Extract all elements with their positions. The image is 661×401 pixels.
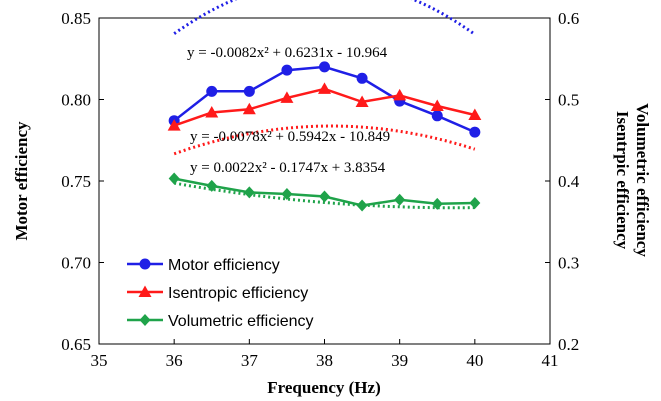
data-point [280, 91, 294, 103]
series-line-1 [173, 87, 476, 127]
y-tick-label: 0.70 [61, 254, 91, 273]
legend-marker [139, 258, 151, 270]
data-point [356, 72, 368, 84]
x-tick-label: 41 [542, 351, 559, 370]
data-point [319, 61, 330, 73]
data-point [318, 82, 331, 94]
legend-label: Volumetric efficiency [168, 313, 314, 330]
y-tick-label: 0.65 [61, 335, 91, 354]
y2-tick-label: 0.6 [558, 9, 579, 28]
x-tick-label: 40 [466, 351, 483, 370]
x-tick-label: 36 [166, 351, 183, 370]
x-tick-label: 39 [391, 351, 408, 370]
data-point [356, 199, 368, 212]
y2-axis-title-line2: Volumetric efficiency [633, 103, 652, 257]
y2-axis-title-line1: Isentrpic efficiency [613, 111, 632, 250]
trendline-equation-0: y = -0.0082x² + 0.6231x - 10.964 [187, 45, 388, 61]
data-point [430, 99, 444, 112]
data-point [355, 95, 369, 107]
y-axis-title: Motor efficiency [12, 121, 31, 241]
y-tick-label: 0.75 [61, 172, 91, 191]
data-point [431, 197, 443, 210]
data-point [468, 108, 482, 120]
data-point [206, 85, 218, 97]
data-point [431, 110, 443, 122]
data-point [394, 193, 406, 206]
data-point [469, 126, 481, 138]
y-tick-label: 0.85 [61, 9, 91, 28]
data-point [393, 88, 407, 101]
data-point [168, 172, 180, 185]
legend-marker [139, 314, 151, 326]
legend-label: Isentropic efficiency [168, 285, 308, 302]
data-point [242, 102, 256, 115]
trendline-equation-2: y = 0.0022x² - 0.1747x + 3.8354 [190, 160, 386, 176]
x-tick-label: 37 [241, 351, 259, 370]
data-point [281, 188, 293, 201]
trendline-equation-1: y = -0.0078x² + 0.5942x - 10.849 [190, 129, 390, 145]
y2-tick-label: 0.3 [558, 254, 579, 273]
y2-tick-label: 0.4 [558, 172, 580, 191]
data-point [206, 179, 218, 192]
data-point [243, 85, 255, 97]
x-axis-title: Frequency (Hz) [267, 378, 380, 397]
y2-tick-label: 0.2 [558, 335, 579, 354]
data-point [469, 197, 481, 210]
data-point [167, 119, 181, 131]
y-tick-label: 0.80 [61, 91, 91, 110]
series-line-0 [173, 65, 476, 134]
x-tick-label: 35 [91, 351, 108, 370]
trendline-2 [173, 181, 475, 210]
data-point [205, 106, 219, 118]
data-point [281, 64, 293, 76]
trendline-0 [173, 0, 476, 36]
y2-tick-label: 0.5 [558, 91, 579, 110]
legend-marker [138, 285, 152, 297]
data-point [319, 190, 330, 203]
data-point [243, 186, 255, 199]
x-tick-label: 38 [316, 351, 333, 370]
legend-label: Motor efficiency [168, 257, 280, 274]
